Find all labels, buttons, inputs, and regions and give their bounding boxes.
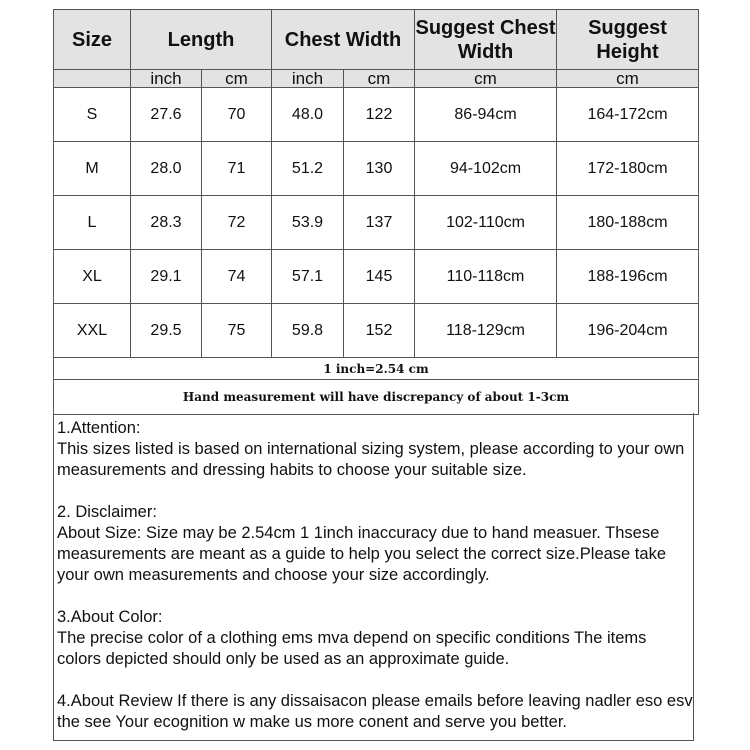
table-row: XL 29.1 74 57.1 145 110-118cm 188-196cm bbox=[53, 249, 700, 304]
cell: 59.8 bbox=[271, 303, 344, 358]
table-row: L 28.3 72 53.9 137 102-110cm 180-188cm bbox=[53, 195, 700, 250]
cell: 53.9 bbox=[271, 195, 344, 250]
header-size: Size bbox=[53, 9, 131, 70]
cell: 130 bbox=[342, 141, 416, 196]
cell: 27.6 bbox=[130, 87, 202, 142]
cell: 48.0 bbox=[271, 87, 344, 142]
header-suggest-chest: Suggest Chest Width bbox=[414, 9, 558, 70]
note-title: 3.About Color: bbox=[57, 608, 163, 626]
cell: 145 bbox=[342, 249, 416, 304]
note-review: 4.About Review If there is any dissaisac… bbox=[57, 691, 693, 733]
cell: L bbox=[53, 195, 131, 250]
cell: 72 bbox=[201, 195, 272, 250]
cell: 29.1 bbox=[130, 249, 202, 304]
unit: inch bbox=[130, 69, 202, 88]
cell: 57.1 bbox=[271, 249, 344, 304]
cell: 102-110cm bbox=[414, 195, 558, 250]
cell: S bbox=[53, 87, 131, 142]
note-body: 4.About Review If there is any dissaisac… bbox=[57, 692, 693, 731]
cell: 70 bbox=[201, 87, 272, 142]
cell: 118-129cm bbox=[414, 303, 558, 358]
unit: cm bbox=[342, 69, 416, 88]
unit: cm bbox=[556, 69, 700, 88]
cell: 188-196cm bbox=[556, 249, 700, 304]
cell: 71 bbox=[201, 141, 272, 196]
cell: 196-204cm bbox=[556, 303, 700, 358]
table-row: S 27.6 70 48.0 122 86-94cm 164-172cm bbox=[53, 87, 700, 142]
cell: 110-118cm bbox=[414, 249, 558, 304]
header-suggest-height: Suggest Height bbox=[556, 9, 700, 70]
cell: 29.5 bbox=[130, 303, 202, 358]
cell: 94-102cm bbox=[414, 141, 558, 196]
note-title: 1.Attention: bbox=[57, 419, 141, 437]
unit: cm bbox=[201, 69, 272, 88]
header-length: Length bbox=[130, 9, 272, 70]
cell: 51.2 bbox=[271, 141, 344, 196]
table-row: XXL 29.5 75 59.8 152 118-129cm 196-204cm bbox=[53, 303, 700, 358]
cell: 137 bbox=[342, 195, 416, 250]
size-chart-table: Size Length Chest Width Suggest Chest Wi… bbox=[52, 9, 700, 415]
note-body: This sizes listed is based on internatio… bbox=[57, 440, 685, 479]
cell: 164-172cm bbox=[556, 87, 700, 142]
cell: 180-188cm bbox=[556, 195, 700, 250]
cell: XL bbox=[53, 249, 131, 304]
unit-blank bbox=[53, 69, 131, 88]
note-disclaimer: 2. Disclaimer: About Size: Size may be 2.… bbox=[57, 502, 693, 586]
cell: 122 bbox=[342, 87, 416, 142]
cell: 28.3 bbox=[130, 195, 202, 250]
cell: 152 bbox=[342, 303, 416, 358]
note-color: 3.About Color: The precise color of a clo… bbox=[57, 607, 693, 670]
cell: 74 bbox=[201, 249, 272, 304]
cell: 28.0 bbox=[130, 141, 202, 196]
note-attention: 1.Attention: This sizes listed is based o… bbox=[57, 418, 693, 481]
cell: 172-180cm bbox=[556, 141, 700, 196]
note-body: About Size: Size may be 2.54cm 1 1inch i… bbox=[57, 524, 666, 584]
table-row: M 28.0 71 51.2 130 94-102cm 172-180cm bbox=[53, 141, 700, 196]
cell: 75 bbox=[201, 303, 272, 358]
cell: XXL bbox=[53, 303, 131, 358]
discrepancy-note: Hand measurement will have discrepancy o… bbox=[52, 379, 700, 415]
unit: inch bbox=[271, 69, 344, 88]
unit: cm bbox=[414, 69, 558, 88]
header-chest-width: Chest Width bbox=[270, 9, 416, 70]
cell: M bbox=[53, 141, 131, 196]
note-title: 2. Disclaimer: bbox=[57, 503, 157, 521]
notes-section: 1.Attention: This sizes listed is based o… bbox=[53, 413, 694, 741]
conversion-note: 1 inch=2.54 cm bbox=[52, 357, 700, 380]
cell: 86-94cm bbox=[414, 87, 558, 142]
note-body: The precise color of a clothing ems mva … bbox=[57, 629, 647, 668]
